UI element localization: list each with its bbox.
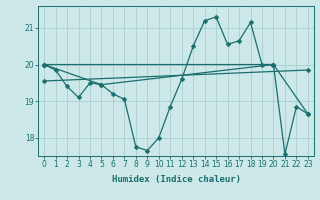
X-axis label: Humidex (Indice chaleur): Humidex (Indice chaleur) (111, 175, 241, 184)
